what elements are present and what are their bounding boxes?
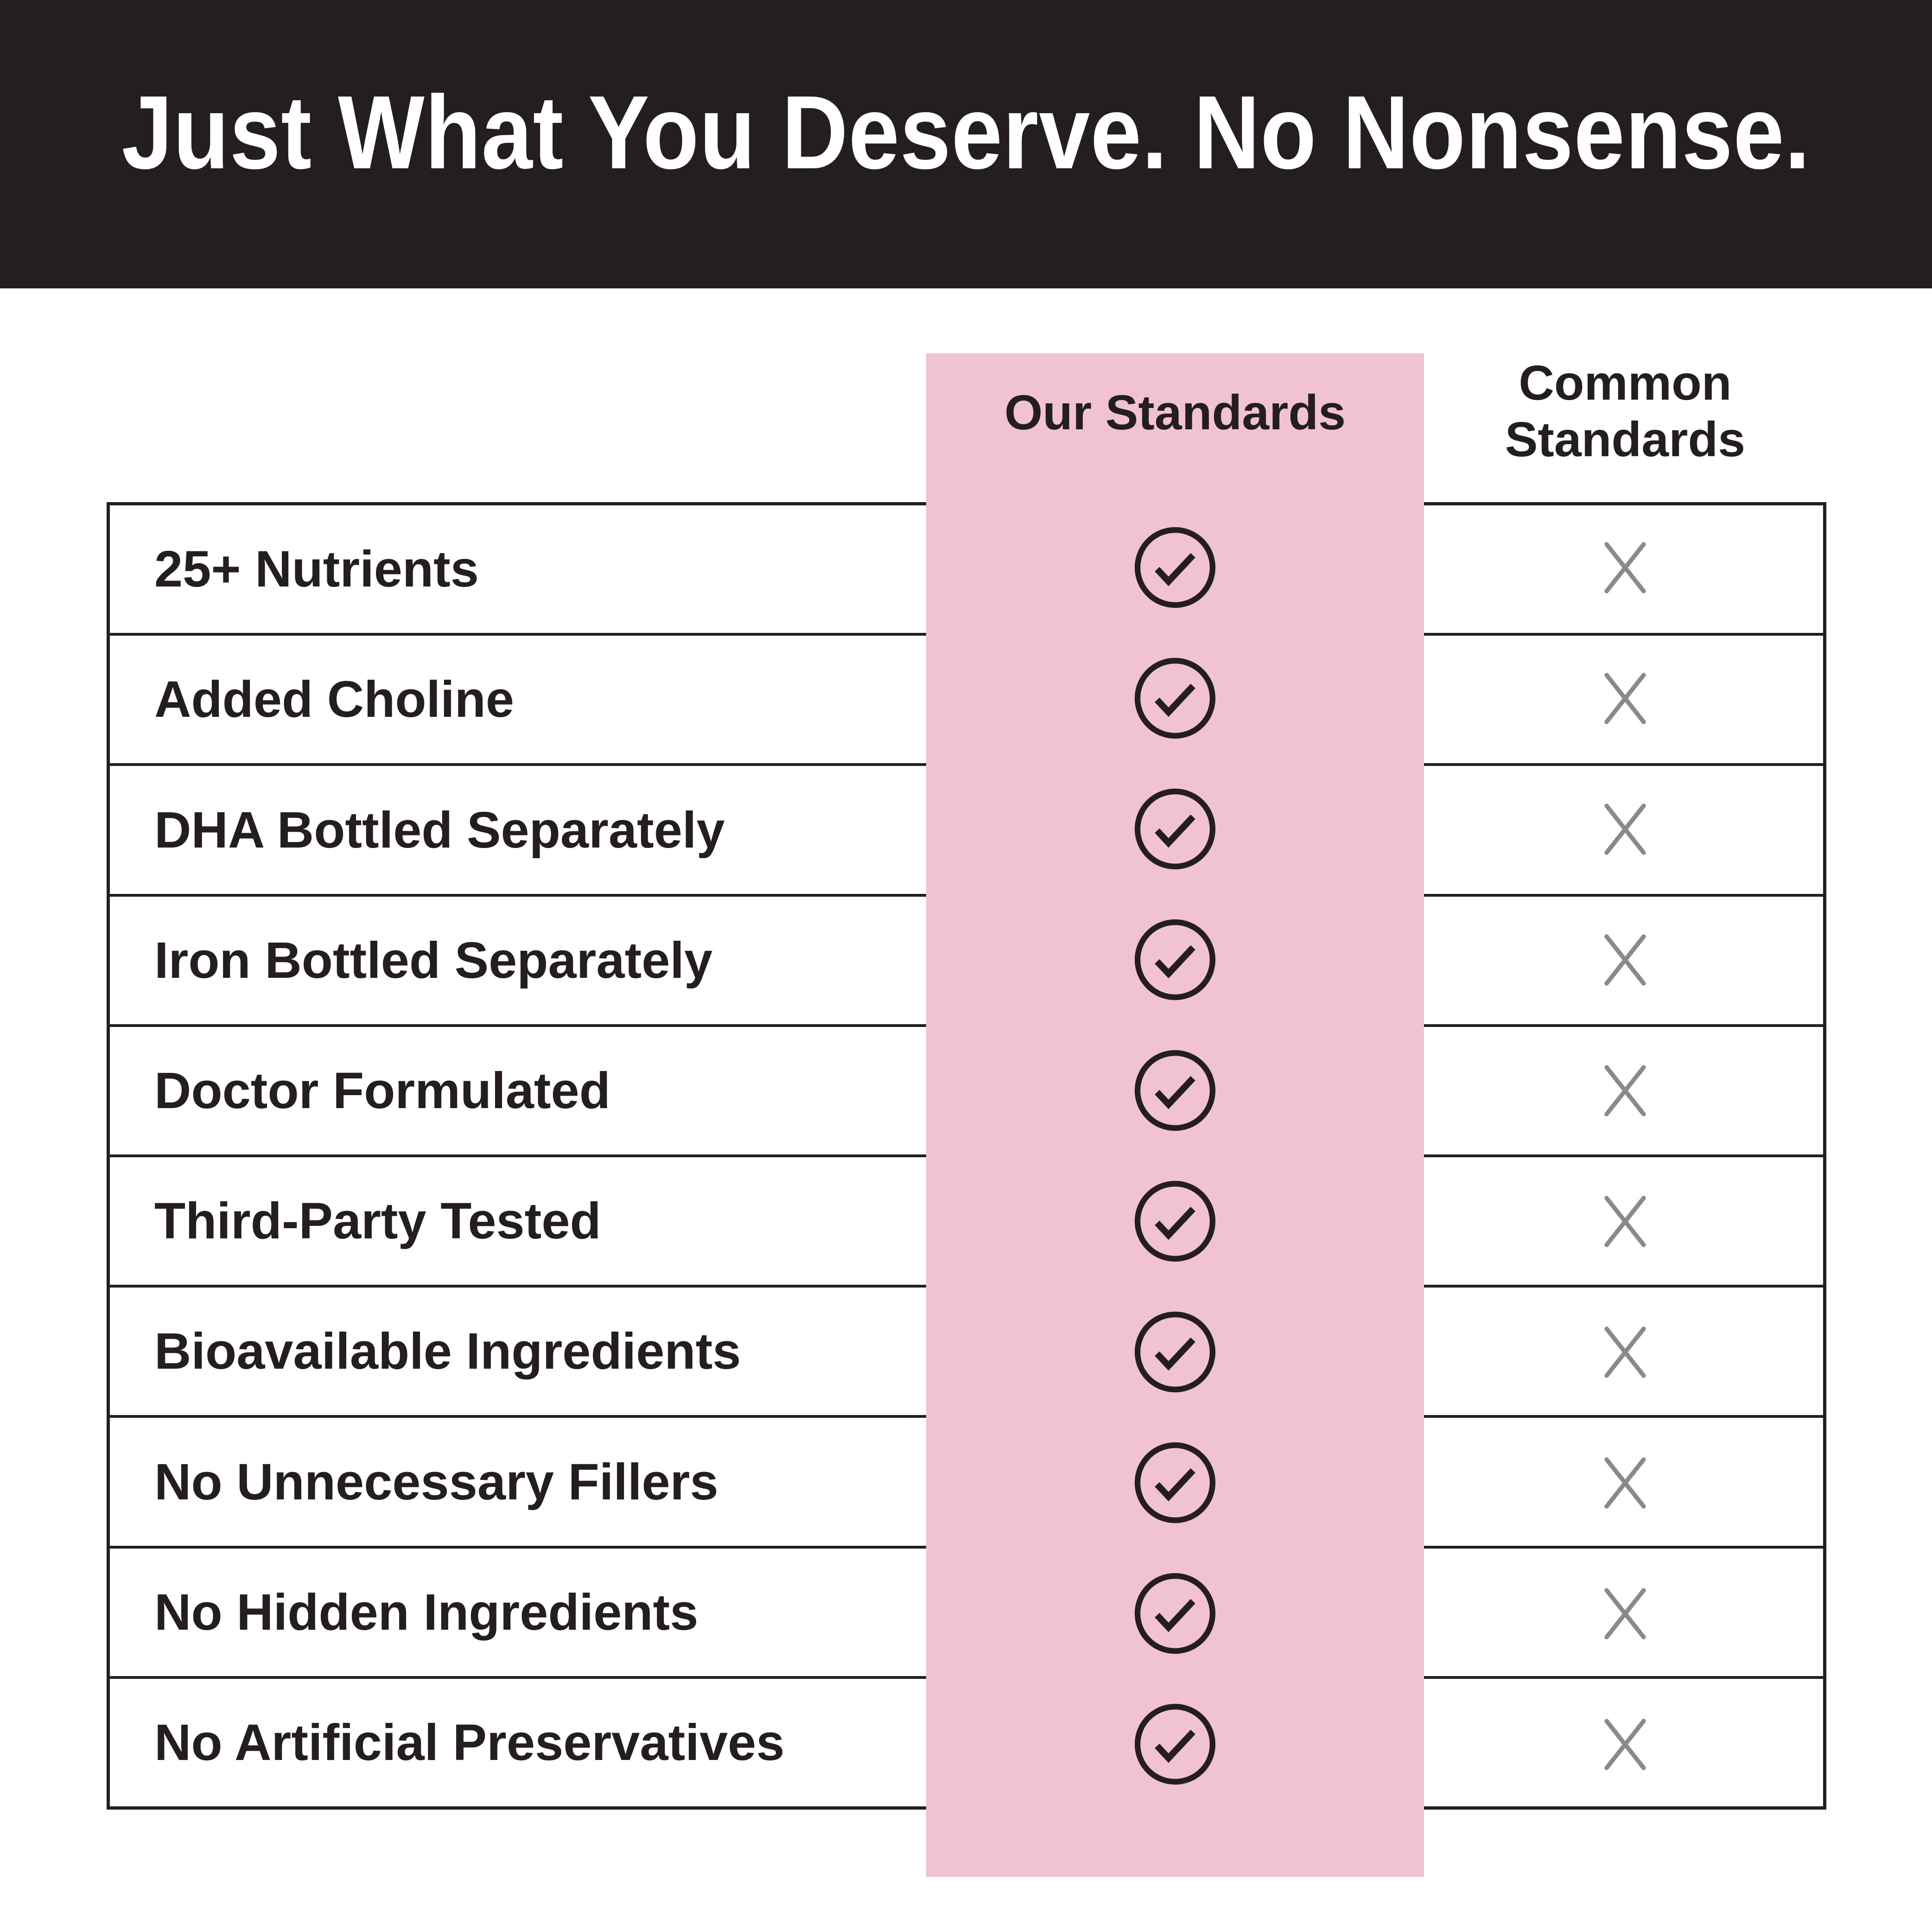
our-standards-highlight-band bbox=[926, 353, 1424, 1877]
row-label: DHA Bottled Separately bbox=[154, 801, 725, 859]
row-label: Iron Bottled Separately bbox=[154, 931, 713, 989]
row-label: Added Choline bbox=[154, 671, 515, 728]
column-header-common-standards: Common Standards bbox=[1505, 356, 1746, 467]
page-title: Just What You Deserve. No Nonsense. bbox=[121, 73, 1811, 191]
column-header-our-standards: Our Standards bbox=[1004, 385, 1346, 440]
row-label: Third-Party Tested bbox=[154, 1192, 601, 1250]
row-label: No Hidden Ingredients bbox=[154, 1583, 699, 1641]
row-label: No Unnecessary Fillers bbox=[154, 1453, 718, 1511]
header-banner: Just What You Deserve. No Nonsense. bbox=[0, 0, 1932, 288]
row-label: No Artificial Preservatives bbox=[154, 1714, 785, 1771]
table-row: No Artificial Preservatives bbox=[110, 1679, 1823, 1806]
table-row: No Unnecessary Fillers bbox=[110, 1418, 1823, 1549]
row-label: 25+ Nutrients bbox=[154, 541, 479, 598]
row-label: Bioavailable Ingredients bbox=[154, 1323, 741, 1380]
row-label: Doctor Formulated bbox=[154, 1062, 610, 1119]
